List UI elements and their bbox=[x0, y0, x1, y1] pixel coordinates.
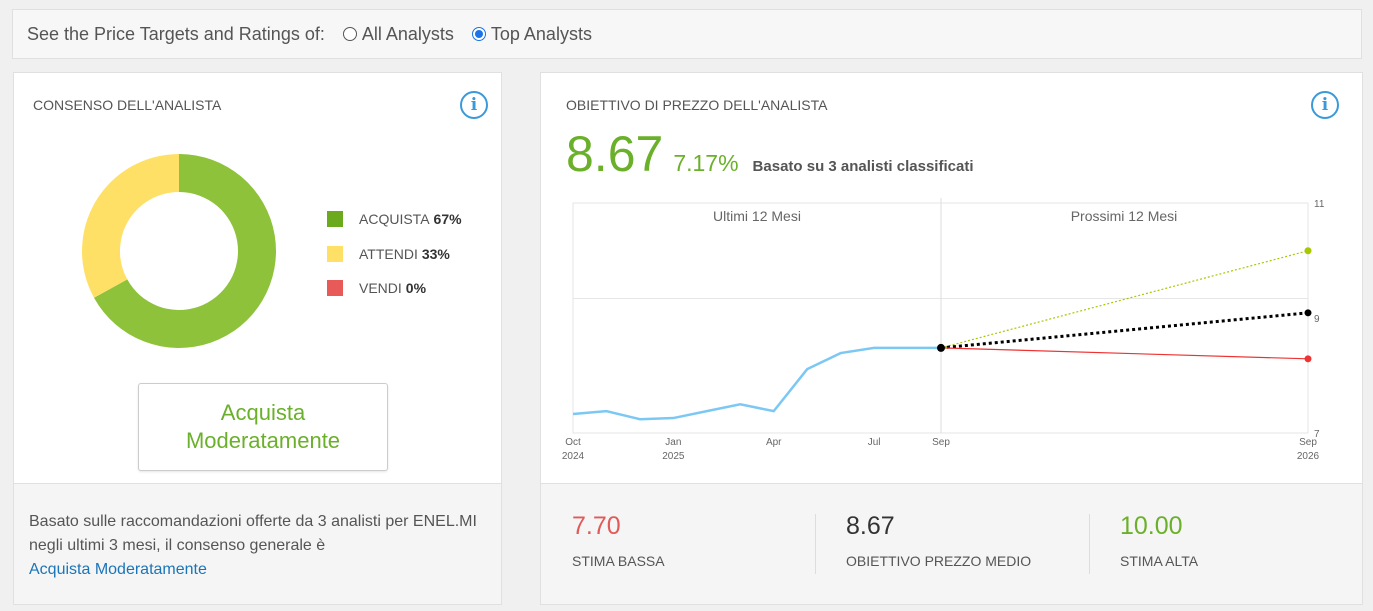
info-icon[interactable]: i bbox=[1311, 91, 1339, 119]
x-tick-label: Jul bbox=[868, 437, 881, 448]
x-tick-year: 2025 bbox=[662, 451, 685, 462]
y-tick-label: 7 bbox=[1314, 429, 1320, 440]
consensus-donut bbox=[82, 154, 276, 348]
consensus-card: CONSENSO DELL'ANALISTA i ACQUISTA 67% ATT… bbox=[13, 72, 502, 605]
price-target-title: OBIETTIVO DI PREZZO DELL'ANALISTA bbox=[566, 97, 828, 113]
stat-mean: 8.67 OBIETTIVO PREZZO MEDIO bbox=[846, 512, 1031, 569]
consensus-summary: Basato sulle raccomandazioni offerte da … bbox=[29, 513, 477, 554]
radio-label: Top Analysts bbox=[490, 23, 592, 44]
high-label: STIMA ALTA bbox=[1120, 553, 1199, 569]
legend-pct: 33% bbox=[421, 246, 450, 262]
x-tick-label: Oct bbox=[565, 437, 581, 448]
legend-pct: 67% bbox=[433, 211, 462, 227]
projection-high bbox=[940, 250, 1309, 349]
radio-top-analysts[interactable]: Top Analysts bbox=[471, 23, 592, 45]
mean-label: OBIETTIVO PREZZO MEDIO bbox=[846, 553, 1032, 569]
y-tick-label: 11 bbox=[1314, 199, 1325, 210]
legend-swatch bbox=[327, 246, 343, 262]
divider bbox=[1089, 514, 1090, 574]
legend-sell: VENDI 0% bbox=[327, 280, 426, 296]
donut-slice-acquista bbox=[93, 154, 276, 348]
x-tick-year: 2026 bbox=[1297, 451, 1320, 462]
x-tick-label: Sep bbox=[1299, 437, 1317, 448]
x-tick-year: 2024 bbox=[562, 451, 585, 462]
consensus-footer: Basato sulle raccomandazioni offerte da … bbox=[14, 483, 501, 604]
target-point-mean bbox=[1304, 309, 1312, 317]
rating-line2: Moderatamente bbox=[185, 428, 341, 453]
rating-line1: Acquista bbox=[220, 400, 306, 425]
analyst-filter-bar: See the Price Targets and Ratings of: Al… bbox=[12, 9, 1362, 59]
radio-all-analysts[interactable]: All Analysts bbox=[342, 23, 454, 45]
price-history-line bbox=[572, 346, 941, 421]
consensus-title: CONSENSO DELL'ANALISTA bbox=[33, 97, 222, 113]
x-tick-label: Apr bbox=[766, 437, 782, 448]
legend-label: ATTENDI bbox=[359, 246, 418, 262]
target-point-high bbox=[1304, 247, 1312, 255]
projection-low bbox=[940, 347, 1309, 360]
low-value: 7.70 bbox=[572, 512, 621, 540]
divider bbox=[815, 514, 816, 574]
filter-label: See the Price Targets and Ratings of: bbox=[27, 23, 325, 44]
y-tick-label: 9 bbox=[1314, 314, 1320, 325]
legend-swatch bbox=[327, 211, 343, 227]
current-price-point bbox=[937, 343, 945, 352]
section-label: Ultimi 12 Mesi bbox=[713, 208, 801, 224]
radio-label: All Analysts bbox=[361, 23, 454, 44]
radio-icon[interactable] bbox=[342, 27, 357, 41]
low-label: STIMA BASSA bbox=[572, 553, 665, 569]
high-value: 10.00 bbox=[1120, 512, 1183, 540]
legend-label: ACQUISTA bbox=[359, 211, 430, 227]
price-target-stats: 7.70 STIMA BASSA 8.67 OBIETTIVO PREZZO MED… bbox=[541, 483, 1362, 604]
section-label: Prossimi 12 Mesi bbox=[1071, 208, 1178, 224]
donut-slice-attendi bbox=[82, 154, 179, 298]
legend-hold: ATTENDI 33% bbox=[327, 246, 450, 262]
radio-selected-icon[interactable] bbox=[471, 27, 486, 41]
price-chart: Ultimi 12 Mesi Prossimi 12 Mesi 11 9 7 Oct 202… bbox=[562, 198, 1325, 462]
legend-pct: 0% bbox=[405, 280, 427, 296]
x-tick-label: Jan bbox=[665, 437, 681, 448]
price-target-header: 8.67 7.17% Basato su 3 analisti classifi… bbox=[566, 125, 973, 183]
price-target-card: OBIETTIVO DI PREZZO DELL'ANALISTA i 8.67… bbox=[540, 72, 1363, 605]
target-change: 7.17% bbox=[673, 150, 739, 176]
target-price: 8.67 bbox=[566, 126, 664, 182]
projection-mean bbox=[940, 311, 1309, 350]
mean-value: 8.67 bbox=[846, 512, 895, 540]
consensus-rating-button[interactable]: Acquista Moderatamente bbox=[138, 383, 388, 471]
legend-swatch bbox=[327, 280, 343, 296]
stat-high: 10.00 STIMA ALTA bbox=[1120, 512, 1198, 569]
consensus-link[interactable]: Acquista Moderatamente bbox=[29, 561, 207, 578]
x-tick-label: Sep bbox=[932, 437, 950, 448]
stat-low: 7.70 STIMA BASSA bbox=[572, 512, 665, 569]
info-icon[interactable]: i bbox=[460, 91, 488, 119]
legend-buy: ACQUISTA 67% bbox=[327, 211, 462, 227]
target-point-low bbox=[1304, 355, 1312, 363]
target-basis: Basato su 3 analisti classificati bbox=[752, 158, 974, 175]
legend-label: VENDI bbox=[359, 280, 402, 296]
